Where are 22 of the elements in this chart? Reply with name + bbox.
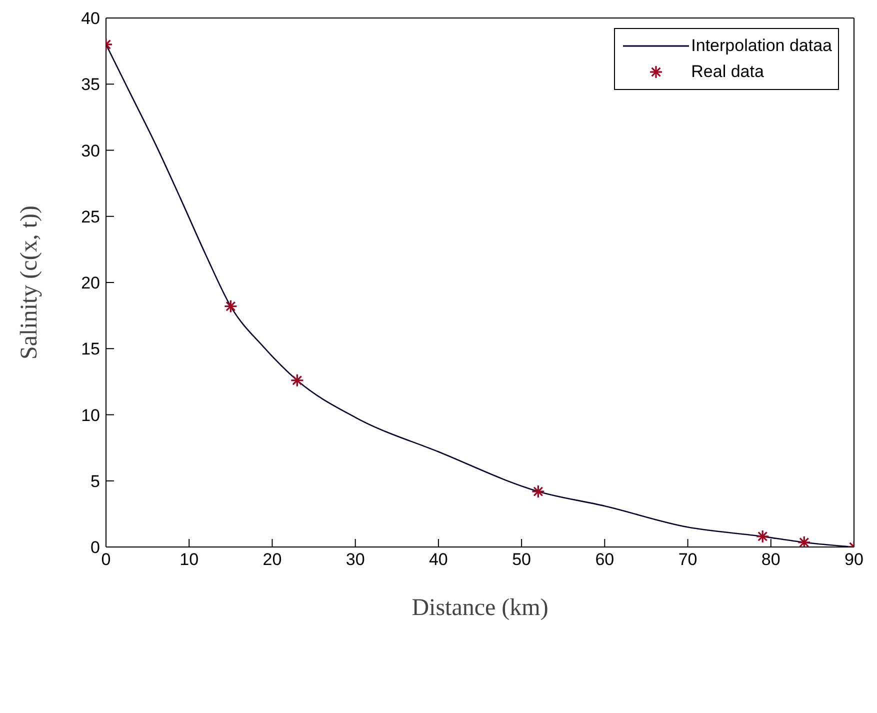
y-axis-title: Salinity (c(x, t)) <box>16 206 43 360</box>
y-tick-label: 40 <box>81 9 100 28</box>
y-tick-label: 35 <box>81 75 100 94</box>
y-tick-label: 10 <box>81 406 100 425</box>
y-tick-label: 20 <box>81 274 100 293</box>
y-tick-label: 30 <box>81 141 100 160</box>
x-tick-label: 80 <box>761 550 780 570</box>
y-tick-label: 25 <box>81 207 100 226</box>
y-tick-label: 0 <box>90 538 100 558</box>
x-tick-label: 70 <box>678 550 698 570</box>
y-tick-label: 5 <box>90 472 100 491</box>
legend-label: Real data <box>691 62 764 82</box>
x-tick-label: 30 <box>346 550 365 570</box>
x-tick-label: 10 <box>180 550 199 570</box>
x-tick-label: 40 <box>428 550 448 570</box>
legend-label: Interpolation dataa <box>691 36 832 56</box>
y-tick-label: 15 <box>81 340 100 359</box>
x-tick-label: 60 <box>595 550 614 570</box>
x-tick-label: 20 <box>262 550 282 570</box>
x-tick-label: 50 <box>512 550 532 570</box>
x-axis-title: Distance (km) <box>412 595 548 621</box>
x-tick-label: 90 <box>844 550 864 570</box>
